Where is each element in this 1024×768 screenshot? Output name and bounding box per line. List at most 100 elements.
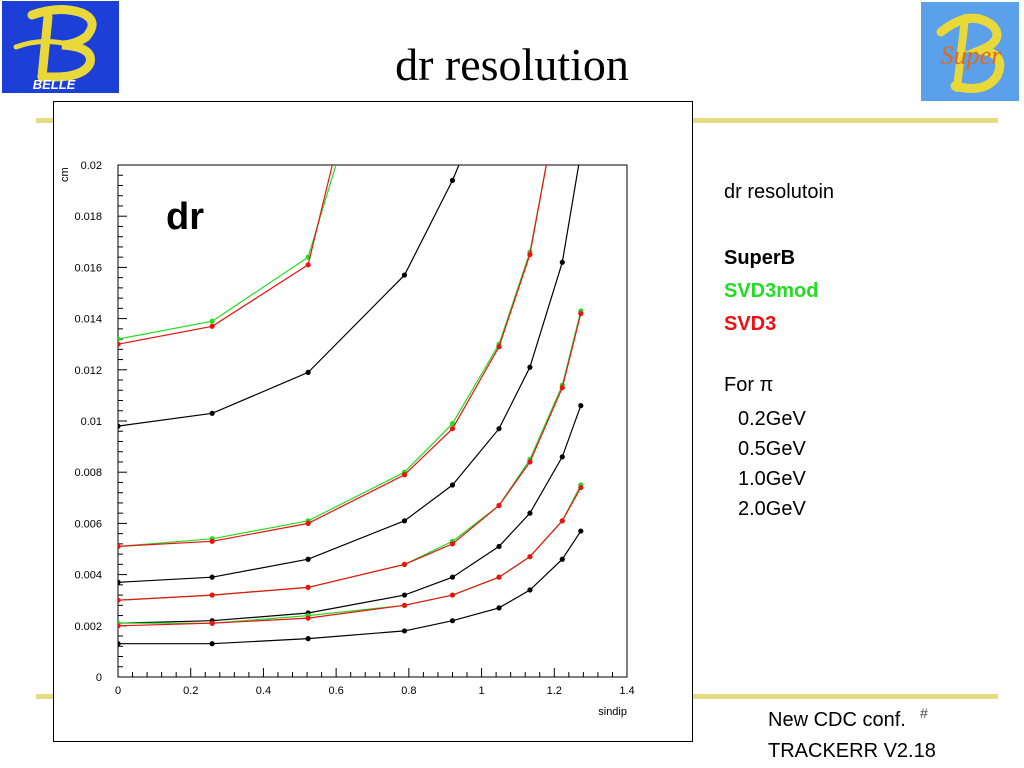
data-point-superb-1-0gev [449, 574, 456, 580]
data-point-svd3-2-0gev [559, 518, 565, 524]
x-tick-label: 1.2 [547, 685, 562, 697]
data-point-svd3-2-0gev [496, 574, 502, 580]
series-line-svd3-1-0gev [118, 313, 582, 601]
data-point-svd3-1-0gev [527, 459, 533, 465]
data-point-superb-1-0gev [527, 510, 533, 516]
data-point-svd3-0-5gev [209, 538, 215, 544]
series-line-svd3-0-5gev [118, 165, 547, 547]
data-point-svd3-0-5gev [305, 520, 311, 526]
series-line-svd3-0-2gev [118, 165, 333, 345]
data-point-svd3-1-0gev [578, 310, 584, 317]
data-point-superb-2-0gev [578, 528, 584, 534]
superb-logo-text: Super [941, 41, 1003, 70]
data-point-superb-2-0gev [559, 556, 565, 562]
data-point-svd3-2-0gev [527, 554, 533, 560]
data-point-svd3-0-5gev [118, 543, 121, 550]
data-point-svd3-0-5gev [401, 472, 408, 478]
y-tick-label: 0.016 [74, 262, 102, 274]
x-tick-label: 0.2 [183, 685, 198, 697]
bottom-accent-bar-right [692, 694, 998, 699]
y-tick-label: 0.006 [74, 518, 102, 530]
y-tick-label: 0 [96, 672, 102, 684]
chart-title: dr [166, 196, 204, 238]
legend-entry-svd3mod: SVD3mod [724, 280, 819, 302]
legend-entry-superb: SuperB [724, 247, 796, 269]
data-point-superb-0-5gev [496, 426, 502, 432]
data-point-superb-0-2gev [209, 410, 215, 416]
legend-momentum-3: 2.0GeV [738, 498, 806, 520]
data-point-svd3-1-0gev [449, 541, 456, 547]
data-point-svd3-1-0gev [559, 385, 565, 391]
series-line-svd3mod-2-0gev [118, 484, 582, 624]
bottom-accent-bar-left [36, 694, 54, 699]
data-point-superb-0-2gev [118, 423, 121, 429]
plot-area-frame [117, 164, 628, 678]
series-line-superb-0-2gev [118, 165, 460, 427]
series-line-superb-2-0gev [118, 530, 582, 645]
data-point-svd3-0-2gev [118, 341, 121, 347]
data-point-svd3-1-0gev [118, 597, 121, 603]
y-tick-label: 0.01 [81, 416, 102, 428]
data-point-superb-0-5gev [401, 518, 408, 524]
data-point-svd3-0-5gev [496, 344, 502, 350]
series-line-superb-1-0gev [118, 405, 582, 624]
x-tick-label: 1 [479, 685, 485, 697]
data-point-svd3-0-2gev [305, 262, 311, 268]
data-point-superb-1-0gev [496, 543, 502, 550]
y-tick-label: 0.012 [74, 365, 102, 377]
data-point-svd3-2-0gev [305, 615, 311, 621]
plot-frame: 0 0.002 0.004 0.006 0.008 0.01 0.012 0.014 0.016… [53, 101, 693, 742]
data-point-svd3-2-0gev [118, 623, 121, 629]
data-point-svd3-1-0gev [209, 592, 215, 598]
series-line-svd3mod-0-5gev [118, 165, 547, 547]
data-point-svd3-2-0gev [578, 484, 584, 491]
y-tick-label: 0.014 [74, 314, 102, 326]
y-tick-label: 0.018 [74, 211, 102, 223]
y-tick-label: 0.008 [74, 467, 102, 479]
data-point-superb-0-5gev [305, 556, 311, 562]
data-point-svd3mod-0-5gev [449, 420, 456, 427]
legend-momentum-0: 0.2GeV [738, 408, 806, 430]
data-point-superb-0-5gev [527, 364, 533, 370]
legend: dr resolutoin SuperB SVD3mod SVD3 For π … [724, 176, 834, 524]
data-point-superb-1-0gev [578, 403, 584, 409]
x-tick-label: 0.6 [328, 685, 343, 697]
belle-logo: BELLE [2, 1, 119, 93]
data-point-superb-2-0gev [527, 587, 533, 593]
legend-heading: dr resolutoin [724, 181, 835, 203]
data-point-superb-0-5gev [209, 574, 215, 580]
footer-line-2: TRACKERR V2.18 [768, 740, 936, 762]
data-point-superb-0-5gev [559, 259, 565, 265]
data-point-superb-0-2gev [305, 369, 311, 375]
data-point-svd3-1-0gev [305, 584, 311, 590]
data-point-superb-0-5gev [449, 482, 456, 488]
x-tick-label: 0.8 [401, 685, 416, 697]
belle-logo-text: BELLE [33, 77, 76, 92]
data-point-superb-2-0gev [118, 641, 121, 647]
slide-title: dr resolution [395, 39, 629, 90]
data-point-superb-2-0gev [209, 641, 215, 647]
data-point-superb-1-0gev [559, 454, 565, 460]
data-point-superb-2-0gev [496, 605, 502, 611]
data-point-superb-2-0gev [305, 636, 311, 642]
data-point-svd3-2-0gev [449, 592, 456, 598]
data-point-svd3-1-0gev [496, 502, 502, 509]
x-tick-label: 1.4 [619, 685, 634, 697]
y-tick-label: 0.004 [74, 570, 102, 582]
x-axis-label: sindip [598, 706, 627, 718]
dr-resolution-chart: 0 0.002 0.004 0.006 0.008 0.01 0.012 0.014 0.016… [59, 160, 635, 718]
x-tick-label: 0 [115, 685, 121, 697]
superb-logo: Super [921, 2, 1019, 101]
y-tick-label: 0.002 [74, 621, 102, 633]
legend-momentum-1: 0.5GeV [738, 438, 806, 460]
data-point-superb-2-0gev [401, 628, 408, 634]
y-tick-label: 0.02 [81, 160, 102, 172]
series-layer [118, 165, 584, 647]
series-line-svd3mod-1-0gev [118, 310, 582, 601]
data-point-svd3-1-0gev [401, 561, 408, 567]
axes-layer: 0 0.002 0.004 0.006 0.008 0.01 0.012 0.014 0.016… [74, 160, 634, 697]
footer: New CDC conf. TRACKERR V2.18 [768, 705, 936, 767]
x-tick-label: 0.4 [256, 685, 271, 697]
data-point-superb-2-0gev [449, 618, 456, 624]
data-point-superb-0-2gev [449, 177, 456, 183]
